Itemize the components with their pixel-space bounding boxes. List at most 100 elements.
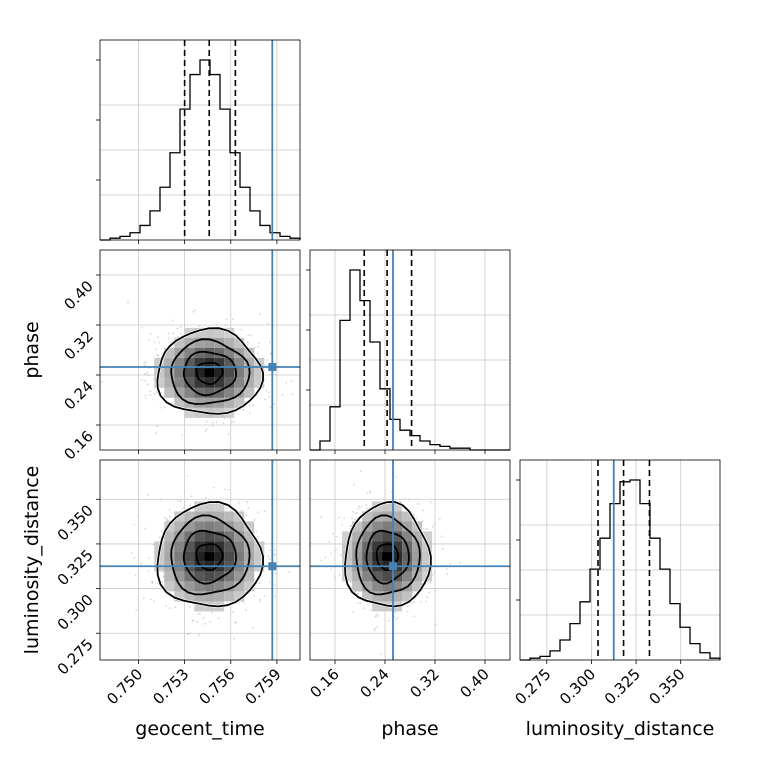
sample-point bbox=[274, 572, 277, 575]
truth-layer bbox=[100, 40, 615, 660]
sample-point bbox=[143, 373, 146, 375]
sample-point bbox=[186, 633, 189, 636]
sample-point bbox=[264, 389, 267, 392]
sample-point bbox=[273, 403, 276, 405]
contour-line bbox=[156, 501, 265, 608]
sample-point bbox=[100, 381, 103, 383]
panel-frame bbox=[99, 249, 301, 451]
density-cell bbox=[174, 551, 185, 562]
sample-point bbox=[155, 432, 157, 434]
sample-point bbox=[431, 525, 434, 528]
density-cell bbox=[234, 531, 245, 542]
sample-point bbox=[353, 483, 356, 486]
sample-point bbox=[145, 361, 147, 364]
density-cell bbox=[224, 337, 235, 348]
density-cell bbox=[194, 397, 205, 408]
sample-point bbox=[247, 334, 250, 336]
density-cell bbox=[234, 367, 245, 378]
sample-point bbox=[170, 341, 173, 343]
sample-point bbox=[177, 336, 180, 338]
sample-point bbox=[153, 600, 156, 602]
sample-point bbox=[162, 575, 164, 578]
sample-point bbox=[428, 591, 431, 594]
panel-frame bbox=[309, 249, 511, 451]
x-tick-label: 0.753 bbox=[149, 665, 192, 708]
sample-point bbox=[168, 607, 171, 610]
density-cell bbox=[234, 591, 245, 602]
density-cell bbox=[392, 521, 403, 532]
sample-point bbox=[257, 511, 260, 514]
sample-point bbox=[256, 352, 259, 355]
density-cell bbox=[194, 531, 205, 542]
sample-point bbox=[256, 535, 259, 538]
sample-point bbox=[146, 374, 149, 376]
density-cell bbox=[184, 337, 195, 348]
density-cell bbox=[164, 377, 175, 388]
sample-point bbox=[334, 576, 337, 579]
sample-point bbox=[332, 532, 334, 535]
sample-point bbox=[335, 548, 337, 551]
density-cell bbox=[254, 551, 265, 562]
density-cell bbox=[352, 581, 363, 592]
density-cell bbox=[174, 531, 185, 542]
density-cell bbox=[392, 551, 403, 562]
density-cell bbox=[174, 377, 185, 388]
sample-point bbox=[259, 312, 261, 315]
sample-point bbox=[143, 362, 146, 365]
sample-point bbox=[133, 523, 136, 526]
density-cell bbox=[224, 387, 235, 398]
sample-point bbox=[232, 611, 234, 613]
sample-point bbox=[369, 489, 371, 492]
sample-point bbox=[242, 408, 244, 411]
sample-point bbox=[247, 341, 250, 344]
sample-point bbox=[352, 611, 355, 613]
sample-point bbox=[343, 517, 346, 520]
density-cell bbox=[194, 551, 205, 562]
sample-point bbox=[217, 617, 220, 620]
density-cell bbox=[194, 377, 205, 388]
sample-point bbox=[352, 510, 355, 513]
sample-point bbox=[434, 623, 437, 626]
sample-point bbox=[167, 332, 170, 335]
density-cell bbox=[164, 347, 175, 358]
sample-point bbox=[162, 571, 165, 573]
sample-point bbox=[357, 507, 360, 510]
density-cell bbox=[244, 387, 255, 398]
truth-marker bbox=[389, 562, 397, 571]
density-cell bbox=[204, 337, 215, 348]
sample-point bbox=[266, 322, 269, 325]
density-cell bbox=[194, 367, 205, 378]
density-cell bbox=[352, 571, 363, 582]
y-tick-label: 0.350 bbox=[54, 501, 97, 544]
density-cell bbox=[412, 531, 423, 542]
sample-point bbox=[130, 552, 133, 555]
sample-point bbox=[150, 333, 152, 335]
sample-point bbox=[205, 420, 208, 423]
sample-point bbox=[357, 601, 359, 604]
panel-frame bbox=[99, 459, 301, 661]
density-cell bbox=[372, 521, 383, 532]
contour-peak bbox=[204, 368, 215, 377]
sample-point bbox=[419, 601, 422, 603]
density-cell bbox=[174, 591, 185, 602]
density-cell bbox=[174, 581, 185, 592]
x-tick-label: 0.40 bbox=[456, 665, 492, 701]
sample-point bbox=[198, 634, 201, 636]
y-tick-label: 0.275 bbox=[54, 635, 97, 678]
density-cell bbox=[194, 591, 205, 602]
density-cell bbox=[224, 367, 235, 378]
density-cell bbox=[372, 581, 383, 592]
sample-point bbox=[281, 393, 284, 396]
density-cell bbox=[174, 357, 185, 368]
density-cell bbox=[184, 347, 195, 358]
density-cell bbox=[244, 571, 255, 582]
sample-point bbox=[440, 535, 443, 538]
density-cell bbox=[224, 397, 235, 408]
sample-point bbox=[329, 552, 332, 555]
density-cell bbox=[402, 551, 413, 562]
sample-point bbox=[152, 378, 155, 381]
sample-point bbox=[380, 653, 382, 656]
sample-point bbox=[146, 371, 148, 374]
density-cell bbox=[214, 327, 225, 338]
quantile-layer bbox=[183, 40, 651, 660]
